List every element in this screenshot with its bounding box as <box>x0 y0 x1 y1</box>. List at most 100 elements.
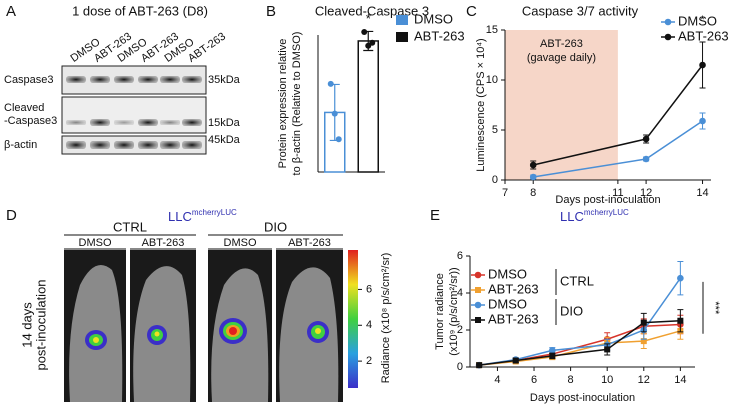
legend-label: DMSO <box>488 296 527 311</box>
marker <box>677 274 684 282</box>
condition-label: DMSO <box>79 237 112 249</box>
condition-label: ABT-263 <box>142 237 185 249</box>
group-label: DIO <box>264 219 287 234</box>
legend-marker <box>664 18 672 26</box>
marker <box>699 117 706 125</box>
marker <box>476 362 483 369</box>
legend-label: ABT-263 <box>488 311 539 326</box>
legend-marker <box>474 271 482 279</box>
data-point <box>335 136 342 143</box>
group-label: CTRL <box>113 219 147 234</box>
bar <box>357 40 379 173</box>
x-tick-label: 14 <box>674 374 686 386</box>
x-tick-label: 12 <box>640 187 652 199</box>
x-tick-label: 14 <box>696 187 708 199</box>
y-tick-label: 4 <box>457 287 463 299</box>
x-tick-label: 7 <box>502 187 508 199</box>
y-axis-label: Protein expression relative <box>277 39 289 169</box>
title-sup: mcherryLUC <box>192 208 237 217</box>
legend-label: DMSO <box>488 266 527 281</box>
legend-marker <box>474 301 482 309</box>
legend-label: ABT-263 <box>678 28 729 43</box>
mw-marker: 45kDa <box>208 134 241 146</box>
marker <box>604 346 611 353</box>
x-axis-label: Days post-inoculation <box>530 392 635 404</box>
series-line <box>479 323 681 366</box>
panel-letter: C <box>466 3 477 20</box>
marker <box>549 352 556 359</box>
legend-label: ABT-263 <box>414 28 465 43</box>
data-point <box>361 29 368 36</box>
x-tick-label: 12 <box>638 374 650 386</box>
legend-marker <box>475 287 481 293</box>
panel-title: 1 dose of ABT-263 (D8) <box>72 3 208 18</box>
panel-letter: E <box>430 207 440 224</box>
colorbar-label: Radiance (x10⁸ p/s/cm²/sr) <box>380 253 392 384</box>
marker <box>642 155 650 163</box>
title-sup: mcherryLUC <box>584 208 629 217</box>
panel-letter: B <box>266 3 276 20</box>
colorbar-tick-label: 6 <box>366 283 372 295</box>
marker <box>529 173 537 181</box>
y-tick-label: 2 <box>457 324 463 336</box>
mw-marker: 35kDa <box>208 74 241 86</box>
y-axis-label: (x10⁹ (p/s/cm²/sr)) <box>448 267 460 355</box>
marker <box>677 317 684 324</box>
legend-label: ABT-263 <box>488 281 539 296</box>
x-tick-label: 10 <box>601 374 613 386</box>
y-tick-label: 0 <box>457 361 463 373</box>
condition-label: DMSO <box>224 237 257 249</box>
y-tick-label: 15 <box>486 24 498 36</box>
panel-letter: D <box>6 207 17 224</box>
x-tick-label: 8 <box>530 187 536 199</box>
shaded-region <box>505 30 618 180</box>
data-point <box>331 110 338 117</box>
side-label: 14 days <box>19 302 34 348</box>
side-label: post-inoculation <box>33 279 48 370</box>
marker <box>529 161 537 169</box>
shade-label: (gavage daily) <box>527 52 596 64</box>
colorbar-tick-label: 2 <box>366 355 372 367</box>
marker <box>512 357 519 364</box>
x-tick-label: 6 <box>531 374 537 386</box>
significance: * <box>700 14 705 26</box>
marker <box>699 61 706 69</box>
y-axis-label: Luminescence (CPS × 10⁴) <box>475 38 487 171</box>
data-point <box>327 80 334 87</box>
data-point <box>369 39 376 46</box>
marker <box>549 347 556 354</box>
row-label: β-actin <box>4 139 37 151</box>
y-tick-label: 5 <box>492 124 498 136</box>
legend-marker <box>664 33 672 41</box>
y-tick-label: 10 <box>486 74 498 86</box>
legend-label: DMSO <box>414 11 453 26</box>
bioluminescence-images <box>64 250 358 402</box>
chart-title: Caspase 3/7 activity <box>522 3 639 18</box>
panel-letter: A <box>6 3 16 20</box>
mw-marker: 15kDa <box>208 117 241 129</box>
series-line <box>479 277 681 366</box>
legend-group: CTRL <box>560 273 594 288</box>
y-tick-label: 0 <box>492 174 498 186</box>
panel-title: LLCmcherryLUC <box>168 208 237 224</box>
row-label: Cleaved <box>4 102 44 114</box>
x-tick-label: 8 <box>568 374 574 386</box>
title-main: LLC <box>560 209 584 224</box>
chart-title: LLCmcherryLUC <box>560 208 629 224</box>
y-axis-label: to β-actin (Relative to DMSO) <box>291 32 303 176</box>
title-main: LLC <box>168 209 192 224</box>
x-tick-label: 11 <box>612 187 623 199</box>
condition-label: ABT-263 <box>288 237 331 249</box>
x-axis-label: Days post-inoculation <box>555 194 660 206</box>
y-axis-label: Tumor radiance <box>434 273 446 350</box>
marker <box>642 135 650 143</box>
marker <box>640 338 647 345</box>
legend-group: DIO <box>560 303 583 318</box>
significance: * <box>366 11 371 26</box>
significance: *** <box>709 301 721 315</box>
legend-swatch <box>396 32 408 42</box>
legend-swatch <box>396 15 408 25</box>
shade-label: ABT-263 <box>540 38 583 50</box>
legend-marker <box>475 317 481 323</box>
